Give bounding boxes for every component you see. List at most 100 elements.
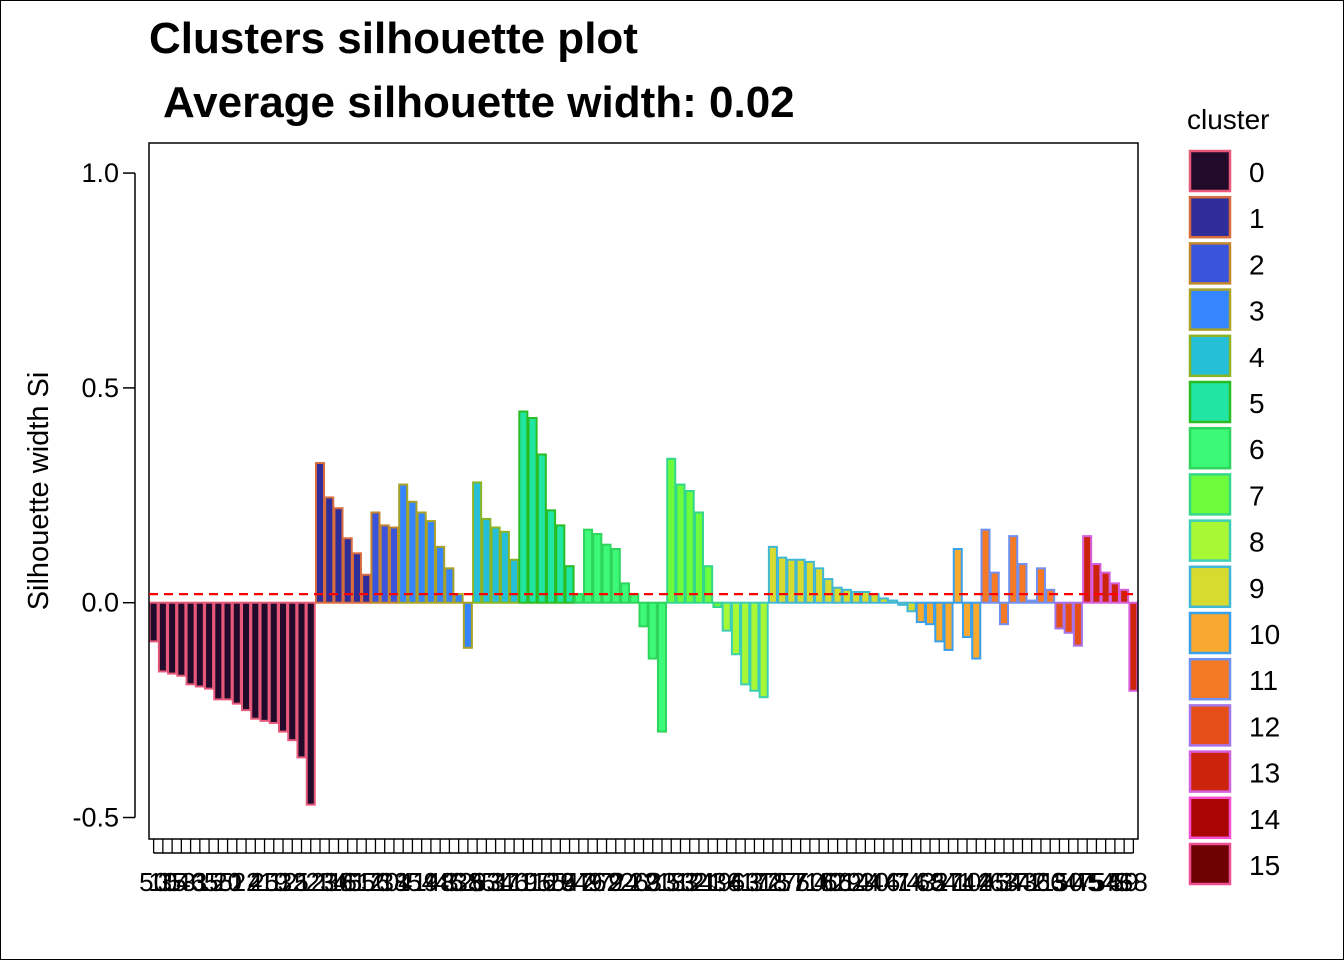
x-tick-label: 11 xyxy=(1027,867,1054,897)
x-tick-label: 56 xyxy=(361,867,390,897)
x-tick-label: 10 xyxy=(953,867,982,897)
x-tick-label: 38 xyxy=(453,867,482,897)
legend-swatch-3 xyxy=(1188,288,1232,331)
x-tick-label: 5 xyxy=(1089,867,1103,897)
x-tick-label: 29 xyxy=(832,867,861,897)
x-tick-label: 5 xyxy=(562,867,576,897)
x-tick-label: 54 xyxy=(1091,867,1120,897)
x-tick-label: 46 xyxy=(176,867,205,897)
x-tick-label: 34 xyxy=(684,867,713,897)
x-tick-label: 43 xyxy=(906,867,935,897)
bar-cluster-13 xyxy=(1091,563,1102,604)
x-tick-label: 57 xyxy=(777,867,806,897)
legend-label-5: 5 xyxy=(1249,388,1265,419)
bar-cluster-11 xyxy=(1035,567,1046,604)
bar-cluster-4 xyxy=(481,517,492,604)
legend-swatch-1 xyxy=(1188,195,1232,239)
bar-cluster-6 xyxy=(601,543,612,604)
bar-cluster-9 xyxy=(851,590,862,604)
legend-swatch-13 xyxy=(1188,750,1232,793)
x-tick-label: 1 xyxy=(396,867,410,897)
x-tick-label: 44 xyxy=(962,867,991,897)
bar-cluster-0 xyxy=(305,601,316,806)
bar-cluster-6 xyxy=(583,528,594,604)
bar-cluster-0 xyxy=(176,601,187,677)
x-tick-label: 24 xyxy=(851,867,880,897)
bar-cluster-9 xyxy=(795,558,806,604)
x-tick-label: 61 xyxy=(343,867,372,897)
bar-cluster-1 xyxy=(351,552,362,604)
bar-cluster-11 xyxy=(989,571,1000,604)
bar-cluster-0 xyxy=(241,601,252,712)
x-tick-label: 12 xyxy=(296,867,325,897)
bar-cluster-0 xyxy=(213,601,224,701)
legend-label-0: 0 xyxy=(1249,157,1265,188)
x-tick-label: 9 xyxy=(646,867,660,897)
bar-cluster-0 xyxy=(157,601,168,673)
x-tick-label: 22 xyxy=(629,867,658,897)
bar-cluster-11 xyxy=(1017,563,1028,604)
x-tick-label: 32 xyxy=(278,867,307,897)
bar-cluster-0 xyxy=(194,601,205,688)
x-tick-label: 9 xyxy=(424,867,438,897)
y-tick-label: 0.0 xyxy=(81,588,119,618)
x-tick-label: 3 xyxy=(1052,867,1066,897)
bar-cluster-0 xyxy=(287,601,298,742)
x-tick-label: 45 xyxy=(333,867,362,897)
bar-cluster-8 xyxy=(721,601,732,632)
x-tick-label: 18 xyxy=(657,867,686,897)
bar-cluster-9 xyxy=(804,560,815,604)
x-tick-label: 45 xyxy=(1073,867,1102,897)
bar-cluster-1 xyxy=(324,496,335,604)
bar-cluster-2 xyxy=(379,524,390,604)
legend-label-1: 1 xyxy=(1249,203,1265,234)
x-tick-label: 5 xyxy=(932,867,946,897)
bar-cluster-10 xyxy=(952,548,963,604)
bar-cluster-3 xyxy=(435,545,446,604)
x-tick-label: 19 xyxy=(703,867,732,897)
legend-swatch-8 xyxy=(1188,519,1232,562)
bar-cluster-13 xyxy=(1119,588,1130,604)
bar-cluster-10 xyxy=(915,601,926,624)
legend-label-14: 14 xyxy=(1249,804,1280,835)
x-tick-label: 54 xyxy=(407,867,436,897)
bar-cluster-6 xyxy=(647,601,658,660)
bar-cluster-7 xyxy=(684,490,695,604)
bar-cluster-11 xyxy=(1026,599,1037,604)
legend-label-10: 10 xyxy=(1249,619,1280,650)
bar-cluster-0 xyxy=(250,601,261,720)
bar-cluster-3 xyxy=(416,511,427,604)
legend-swatch-0 xyxy=(1188,149,1232,193)
legend-swatch-6 xyxy=(1188,426,1232,470)
x-tick-label: 29 xyxy=(546,867,575,897)
x-tick-label: 23 xyxy=(306,867,335,897)
x-tick-label: 66 xyxy=(1036,867,1065,897)
legend-swatch-15 xyxy=(1188,842,1232,886)
x-tick-label: 24 xyxy=(611,867,640,897)
bar-cluster-10 xyxy=(934,601,945,643)
y-tick-label: 1.0 xyxy=(81,158,119,188)
x-tick-label: 45 xyxy=(980,867,1009,897)
x-tick-label: 25 xyxy=(250,867,279,897)
x-axis: 5010355346315552012242519123251223113645… xyxy=(139,839,1148,897)
bar-cluster-0 xyxy=(259,601,270,722)
bar-cluster-3 xyxy=(425,520,436,604)
x-tick-label: 66 xyxy=(823,867,852,897)
x-tick-label: 3 xyxy=(193,867,207,897)
legend-label-13: 13 xyxy=(1249,758,1280,789)
x-tick-label: 27 xyxy=(768,867,797,897)
legend-label-2: 2 xyxy=(1249,249,1265,280)
bar-cluster-11 xyxy=(980,528,991,604)
x-tick-label: 53 xyxy=(167,867,196,897)
bar-cluster-4 xyxy=(490,526,501,604)
x-tick-label: 47 xyxy=(564,867,593,897)
x-tick-label: 1 xyxy=(230,867,244,897)
bar-cluster-6 xyxy=(610,548,621,604)
legend-swatch-5 xyxy=(1188,380,1232,424)
x-tick-label: 63 xyxy=(472,867,501,897)
bar-cluster-0 xyxy=(204,601,215,690)
legend-label-6: 6 xyxy=(1249,434,1265,465)
bar-cluster-1 xyxy=(361,573,372,604)
x-tick-label: 19 xyxy=(509,867,538,897)
